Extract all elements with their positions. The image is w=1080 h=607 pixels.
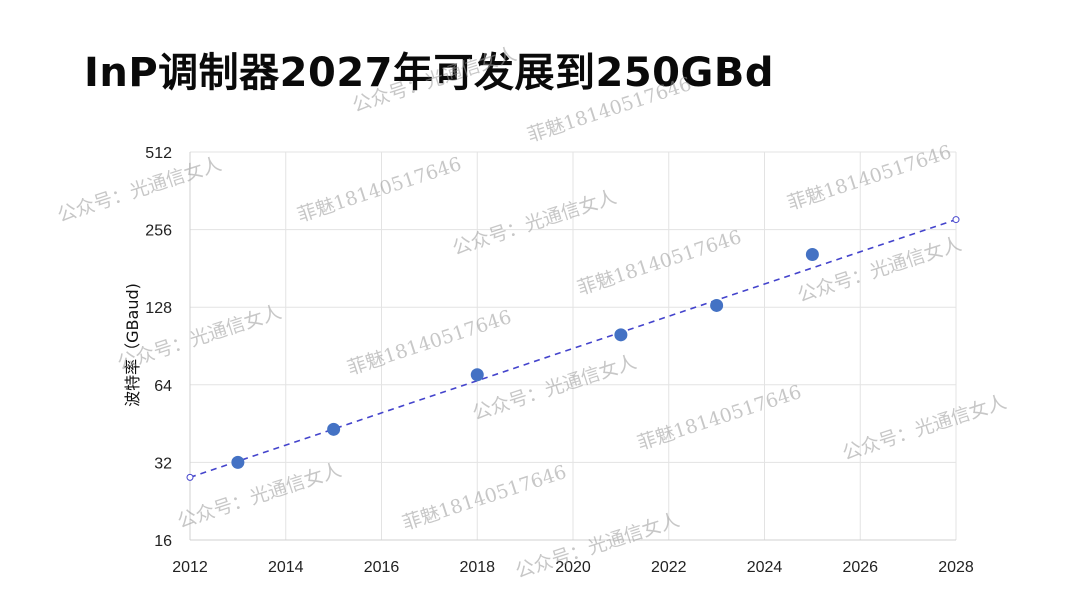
data-point[interactable] bbox=[805, 247, 819, 261]
y-tick-label: 32 bbox=[154, 455, 172, 472]
trend-line-layer bbox=[186, 216, 960, 481]
x-tick-label: 2028 bbox=[938, 559, 974, 576]
data-point[interactable] bbox=[327, 422, 341, 436]
watermark-text: 公众号：光通信女人 bbox=[470, 351, 639, 425]
watermark-text: 菲魅18140517646 bbox=[525, 73, 694, 147]
data-point[interactable] bbox=[614, 328, 628, 342]
x-tick-label: 2018 bbox=[459, 559, 495, 576]
watermark-text: 菲魅18140517646 bbox=[400, 461, 569, 535]
y-tick-label: 128 bbox=[145, 300, 172, 317]
watermark-text: 公众号：光通信女人 bbox=[840, 391, 1009, 465]
trend-endpoint-marker bbox=[186, 473, 194, 481]
data-point[interactable] bbox=[470, 368, 484, 382]
watermark-text: 公众号：光通信女人 bbox=[450, 186, 619, 260]
x-tick-label: 2022 bbox=[651, 559, 687, 576]
watermark-layer: 公众号：光通信女人 菲魅18140517646菲魅18140517646公众号：光… bbox=[55, 43, 1009, 583]
y-tick-label: 512 bbox=[145, 145, 172, 162]
data-point[interactable] bbox=[231, 455, 245, 469]
watermark-text: 菲魅18140517646 bbox=[345, 306, 514, 380]
slide-title: InP调制器2027年可发展到250GBd bbox=[84, 50, 774, 96]
x-tick-label: 2024 bbox=[747, 559, 783, 576]
x-tick-label: 2012 bbox=[172, 559, 208, 576]
data-points-layer bbox=[231, 247, 819, 469]
watermark-text: 公众号：光通信女人 bbox=[795, 233, 964, 307]
watermark-text: 公众号：光通信女人 bbox=[175, 459, 344, 533]
watermark-text: 菲魅18140517646 bbox=[635, 381, 804, 455]
watermark-text: 菲魅18140517646 bbox=[295, 153, 464, 227]
y-tick-label: 16 bbox=[154, 533, 172, 550]
y-tick-label: 256 bbox=[145, 223, 172, 240]
trend-endpoint-marker bbox=[952, 216, 960, 224]
trend-line bbox=[189, 218, 957, 479]
watermark-text: 菲魅18140517646 bbox=[575, 226, 744, 300]
watermark-text: 公众号：光通信女人 bbox=[350, 43, 519, 117]
watermark-text: 公众号：光通信女人 bbox=[55, 153, 224, 227]
x-tick-label: 2014 bbox=[268, 559, 304, 576]
y-axis-label: 波特率（GBaud) bbox=[123, 283, 142, 407]
data-point[interactable] bbox=[710, 298, 724, 312]
x-tick-label: 2020 bbox=[555, 559, 591, 576]
x-tick-label: 2026 bbox=[842, 559, 878, 576]
y-tick-label: 64 bbox=[154, 378, 172, 395]
chart-tick-labels: 2012 2014 2016 2018 2020 2022 2024 2026 2028 16 32… bbox=[145, 145, 974, 576]
x-tick-label: 2016 bbox=[364, 559, 400, 576]
